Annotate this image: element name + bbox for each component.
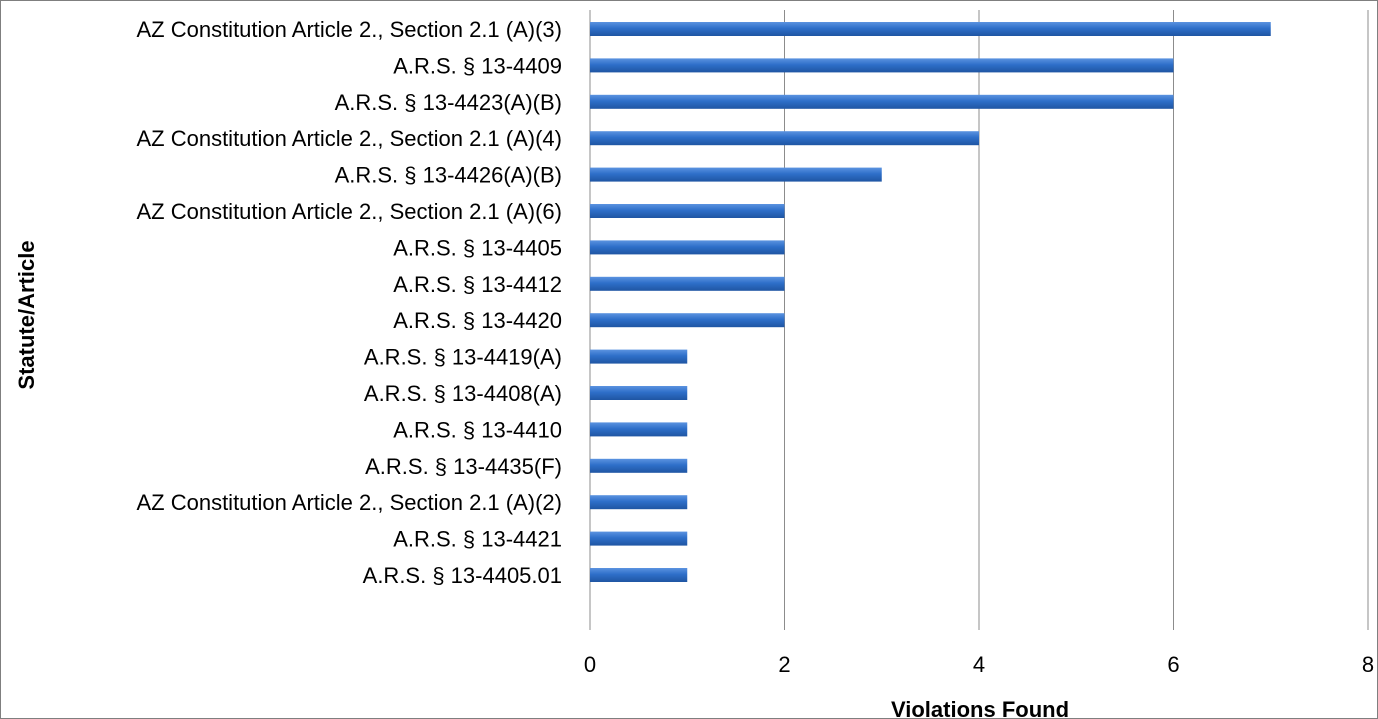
bar: [590, 22, 1271, 36]
category-label: AZ Constitution Article 2., Section 2.1 …: [136, 17, 562, 42]
gridlines: [589, 10, 1369, 630]
category-labels: AZ Constitution Article 2., Section 2.1 …: [136, 17, 562, 588]
bar: [590, 204, 785, 218]
category-label: A.R.S. § 13-4408(A): [364, 381, 562, 406]
category-label: AZ Constitution Article 2., Section 2.1 …: [136, 199, 562, 224]
bar: [590, 167, 882, 182]
x-tick-label: 4: [973, 652, 985, 677]
x-tick-labels: 0 2 4 6 8: [584, 652, 1374, 677]
category-label: A.R.S. § 13-4423(A)(B): [335, 90, 562, 115]
bar: [590, 386, 688, 400]
x-tick-label: 6: [1167, 652, 1179, 677]
category-label: A.R.S. § 13-4409: [393, 53, 562, 78]
x-tick-label: 0: [584, 652, 596, 677]
bar: [590, 495, 688, 510]
category-label: A.R.S. § 13-4405: [393, 235, 562, 260]
bar: [590, 131, 979, 146]
category-label: AZ Constitution Article 2., Section 2.1 …: [136, 490, 562, 515]
bar: [590, 58, 1174, 73]
bar: [590, 276, 785, 291]
category-label: A.R.S. § 13-4412: [393, 272, 562, 297]
bar: [590, 531, 688, 546]
category-label: A.R.S. § 13-4426(A)(B): [335, 163, 562, 188]
x-axis-title: Violations Found: [891, 697, 1069, 719]
x-tick-label: 8: [1362, 652, 1374, 677]
bars: [590, 22, 1271, 582]
y-axis-title: Statute/Article: [14, 240, 39, 389]
category-label: A.R.S. § 13-4405.01: [363, 563, 562, 588]
category-label: A.R.S. § 13-4420: [393, 308, 562, 333]
bar: [590, 313, 785, 328]
bar: [590, 568, 688, 582]
bar: [590, 94, 1174, 109]
bar: [590, 349, 688, 364]
category-label: A.R.S. § 13-4410: [393, 417, 562, 442]
bar: [590, 458, 688, 473]
category-label: A.R.S. § 13-4419(A): [364, 345, 562, 370]
category-label: A.R.S. § 13-4435(F): [365, 454, 562, 479]
bar: [590, 240, 785, 255]
category-label: A.R.S. § 13-4421: [393, 527, 562, 552]
bar: [590, 422, 688, 437]
x-tick-label: 2: [778, 652, 790, 677]
category-label: AZ Constitution Article 2., Section 2.1 …: [136, 126, 562, 151]
